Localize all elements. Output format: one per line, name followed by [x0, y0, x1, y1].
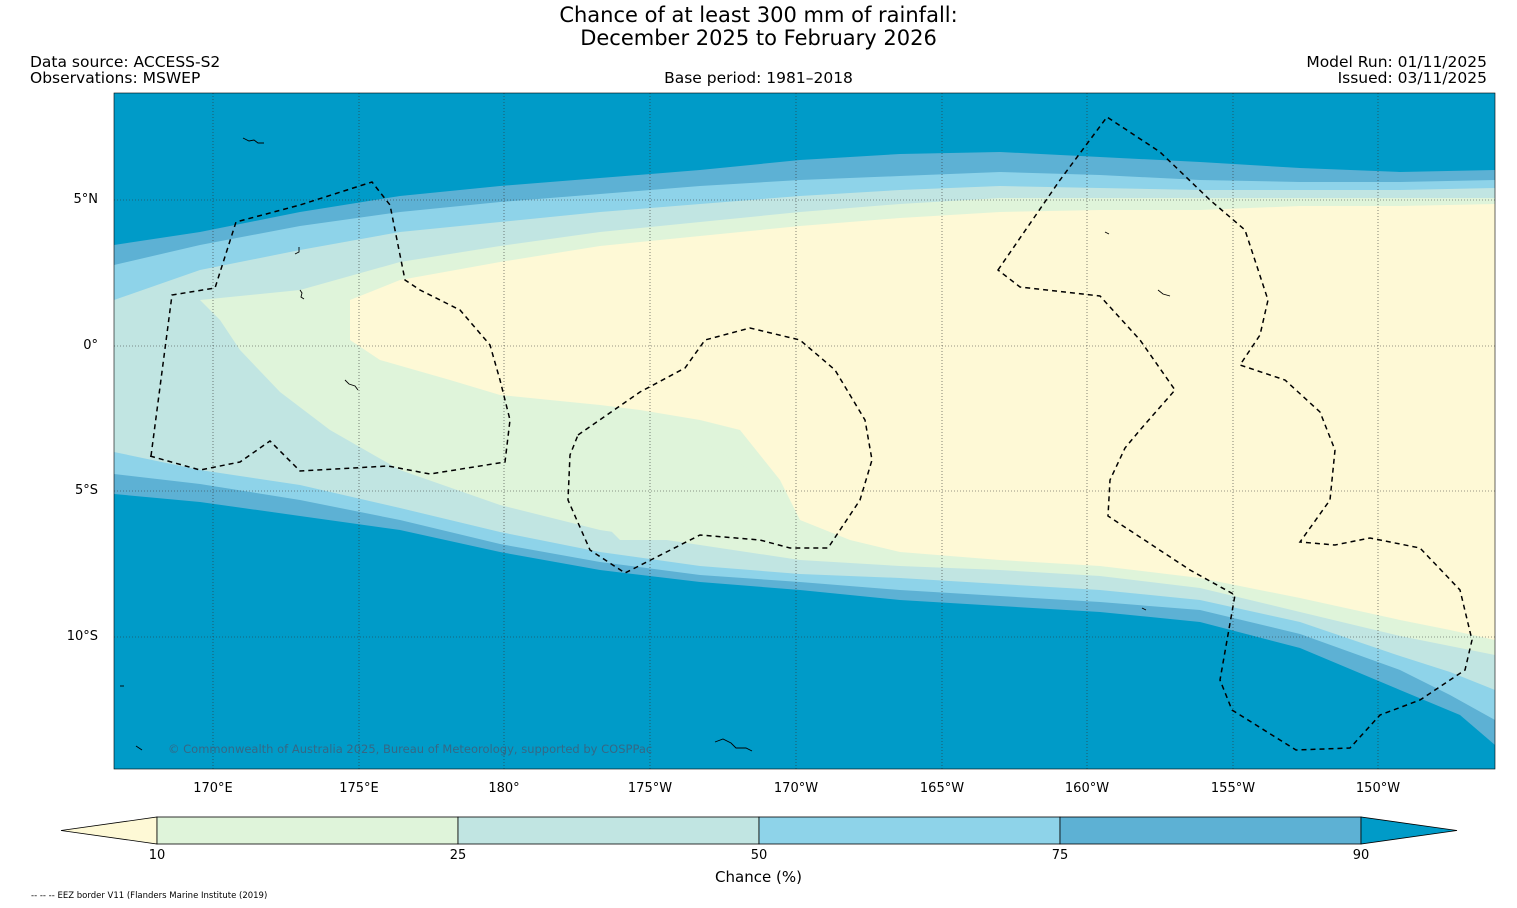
issued-label: Issued: 03/11/2025 — [1337, 69, 1487, 87]
base-period-label: Base period: 1981–2018 — [664, 69, 853, 87]
lon-label-165w: 165°W — [919, 781, 965, 796]
map-title-line2: December 2025 to February 2026 — [580, 26, 937, 50]
lon-label-155w: 155°W — [1210, 781, 1256, 796]
lat-label-5n: 5°N — [73, 192, 99, 207]
colorbar-tick-90: 90 — [1352, 848, 1370, 863]
colorbar-tick-10: 10 — [148, 848, 166, 863]
colorbar-label: Chance (%) — [715, 868, 802, 886]
eez-kiribati-line — [996, 115, 1473, 751]
lat-label-0: 0° — [83, 338, 98, 353]
map-frame — [113, 92, 1496, 770]
lat-label-5s: 5°S — [74, 483, 98, 498]
island-outlines — [120, 137, 1171, 752]
lon-label-160w: 160°W — [1064, 781, 1110, 796]
graticule — [114, 93, 1495, 769]
colorbar-tick-50: 50 — [750, 848, 768, 863]
observations-label: Observations: MSWEP — [30, 69, 201, 87]
lon-label-170e: 170°E — [193, 781, 233, 796]
colorbar-bin-75-90 — [1059, 816, 1362, 845]
colorbar-bin-50-75 — [758, 816, 1061, 845]
band-10-25-intrusion — [580, 420, 780, 540]
colorbar-tick-75: 75 — [1051, 848, 1069, 863]
eez-kiribati-gilbert — [149, 181, 511, 475]
lon-label-170w: 170°W — [773, 781, 819, 796]
copyright-notice: © Commonwealth of Australia 2025, Bureau… — [168, 742, 653, 756]
probability-field — [114, 93, 1495, 769]
colorbar — [60, 816, 1458, 845]
lon-label-150w: 150°W — [1355, 781, 1401, 796]
lon-label-175e: 175°E — [339, 781, 379, 796]
data-source-label: Data source: ACCESS-S2 — [30, 53, 221, 71]
colorbar-low-extension — [60, 816, 158, 845]
colorbar-tick-25: 25 — [449, 848, 467, 863]
colorbar-high-extension — [1360, 816, 1458, 845]
lon-label-180: 180° — [488, 781, 520, 796]
eez-footnote: -- -- -- EEZ border V11 (Flanders Marine… — [31, 891, 268, 901]
map-title-line1: Chance of at least 300 mm of rainfall: — [559, 3, 958, 27]
eez-tokelau-phoenix — [567, 327, 873, 574]
lat-label-10s: 10°S — [66, 629, 98, 644]
band-below-10 — [350, 204, 1495, 640]
colorbar-bin-10-25 — [156, 816, 459, 845]
model-run-label: Model Run: 01/11/2025 — [1306, 53, 1487, 71]
colorbar-bin-25-50 — [457, 816, 760, 845]
lon-label-175w: 175°W — [627, 781, 673, 796]
eez-borders — [149, 115, 1473, 751]
